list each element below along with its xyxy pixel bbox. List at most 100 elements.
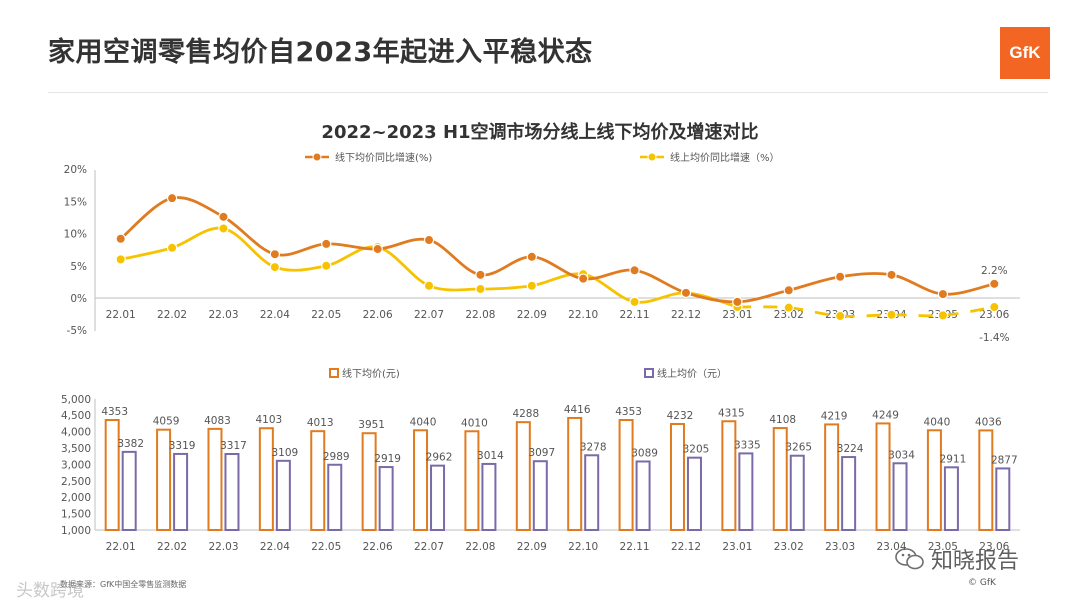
- online-price-label: 3089: [631, 447, 658, 459]
- online-price-label: 3034: [888, 449, 915, 461]
- offline-price-bar: [104, 419, 120, 532]
- offline-price-label: 3951: [358, 419, 385, 431]
- offline-price-bar: [721, 420, 737, 532]
- annotation-online-last: -1.4%: [979, 332, 1009, 344]
- line-x-tick-label: 22.06: [363, 309, 393, 321]
- offline-growth-point: [218, 211, 229, 223]
- annotation-offline-last: 2.2%: [981, 265, 1008, 277]
- offline-growth-point: [115, 233, 126, 244]
- online-growth-point: [321, 260, 332, 271]
- offline-price-label: 4040: [924, 416, 951, 428]
- line-x-tick-label: 22.09: [517, 309, 547, 321]
- online-growth-point: [989, 301, 1000, 313]
- line-y-tick-label: 5%: [70, 261, 87, 273]
- online-price-bar: [892, 462, 908, 531]
- offline-price-label: 4416: [564, 404, 591, 416]
- bar-y-tick-label: 1,000: [61, 525, 91, 537]
- offline-price-label: 4288: [512, 408, 539, 420]
- online-price-label: 2877: [991, 454, 1018, 466]
- offline-price-bar: [156, 428, 172, 531]
- bar-x-tick-label: 22.05: [311, 541, 341, 553]
- offline-growth-point: [783, 285, 794, 296]
- wechat-icon: [895, 548, 925, 570]
- offline-growth-point: [680, 287, 692, 299]
- offline-price-bar: [258, 427, 274, 531]
- online-growth-point: [526, 280, 538, 291]
- bar-x-tick-label: 22.12: [671, 541, 701, 553]
- line-x-tick-label: 22.11: [620, 309, 650, 321]
- online-price-label: 3317: [220, 440, 247, 452]
- bar-x-tick-label: 22.02: [157, 541, 187, 553]
- online-price-bar: [738, 452, 754, 531]
- bar-y-tick-label: 2,500: [61, 476, 91, 488]
- offline-price-bar: [361, 432, 377, 532]
- line-x-tick-label: 23.06: [979, 309, 1009, 321]
- bar-x-tick-label: 22.01: [106, 541, 136, 553]
- online-price-bar: [841, 456, 857, 531]
- offline-price-label: 4036: [975, 416, 1002, 428]
- offline-growth-point: [989, 278, 1000, 290]
- offline-growth-point: [475, 269, 486, 281]
- offline-price-bar: [926, 429, 942, 531]
- online-price-label: 3319: [169, 440, 196, 452]
- online-price-label: 3014: [477, 450, 504, 462]
- online-price-bar: [789, 454, 805, 532]
- online-price-bar: [481, 462, 497, 531]
- bar-x-tick-label: 22.09: [517, 541, 547, 553]
- gfk-logo: GfK: [1000, 27, 1050, 79]
- line-y-tick-label: 10%: [64, 229, 87, 241]
- offline-price-bar: [669, 422, 685, 531]
- bar-x-tick-label: 22.06: [363, 541, 393, 553]
- online-price-label: 3109: [271, 447, 298, 459]
- online-growth-point: [834, 310, 846, 322]
- online-price-label: 3097: [528, 447, 555, 459]
- offline-price-bar: [978, 429, 994, 531]
- line-x-tick-label: 22.08: [465, 309, 495, 321]
- online-price-bar: [275, 459, 291, 531]
- line-x-tick-label: 22.03: [208, 309, 238, 321]
- online-growth-point: [937, 310, 949, 321]
- bar-y-tick-label: 5,000: [61, 394, 91, 406]
- data-source-note: 数据来源：GfK中国全零售监测数据: [60, 580, 187, 589]
- line-legend-label: 线下均价同比增速(%): [335, 151, 432, 164]
- line-legend-marker: [647, 152, 657, 162]
- online-growth-point: [218, 223, 229, 234]
- online-price-bar: [686, 456, 702, 531]
- line-x-tick-label: 22.07: [414, 309, 444, 321]
- online-price-bar: [173, 452, 189, 531]
- line-x-tick-label: 22.02: [157, 309, 187, 321]
- online-price-label: 3278: [580, 441, 607, 453]
- online-price-bar: [121, 450, 137, 531]
- online-price-label: 3205: [683, 444, 710, 456]
- bar-legend-swatch: [644, 368, 654, 378]
- online-growth-point: [783, 302, 794, 313]
- line-legend-label: 线上均价同比增速（%）: [670, 151, 780, 164]
- line-y-tick-label: 0%: [70, 293, 87, 305]
- line-x-tick-label: 22.05: [311, 309, 341, 321]
- offline-price-bar: [875, 422, 891, 531]
- bar-x-tick-label: 22.10: [568, 541, 598, 553]
- online-growth-point: [166, 242, 178, 253]
- online-price-label: 3265: [785, 442, 812, 454]
- line-y-tick-label: 15%: [64, 196, 87, 208]
- online-price-label: 2989: [323, 451, 350, 463]
- offline-price-label: 4353: [615, 406, 642, 418]
- bar-x-tick-label: 23.01: [722, 541, 752, 553]
- bar-x-tick-label: 23.04: [876, 541, 906, 553]
- offline-growth-point: [834, 271, 846, 282]
- online-price-bar: [224, 453, 240, 532]
- offline-price-bar: [464, 430, 480, 531]
- online-growth-point: [629, 296, 640, 308]
- online-price-label: 3224: [837, 443, 864, 455]
- bar-legend-label: 线下均价(元): [342, 367, 400, 380]
- online-price-bar: [430, 464, 446, 531]
- offline-price-bar: [515, 421, 531, 531]
- offline-price-bar: [618, 419, 634, 532]
- bar-x-tick-label: 22.03: [208, 541, 238, 553]
- online-price-bar: [532, 460, 548, 532]
- online-growth-point: [886, 309, 897, 320]
- offline-growth-point: [321, 238, 332, 250]
- online-growth-point: [423, 280, 435, 291]
- offline-price-label: 4083: [204, 415, 231, 427]
